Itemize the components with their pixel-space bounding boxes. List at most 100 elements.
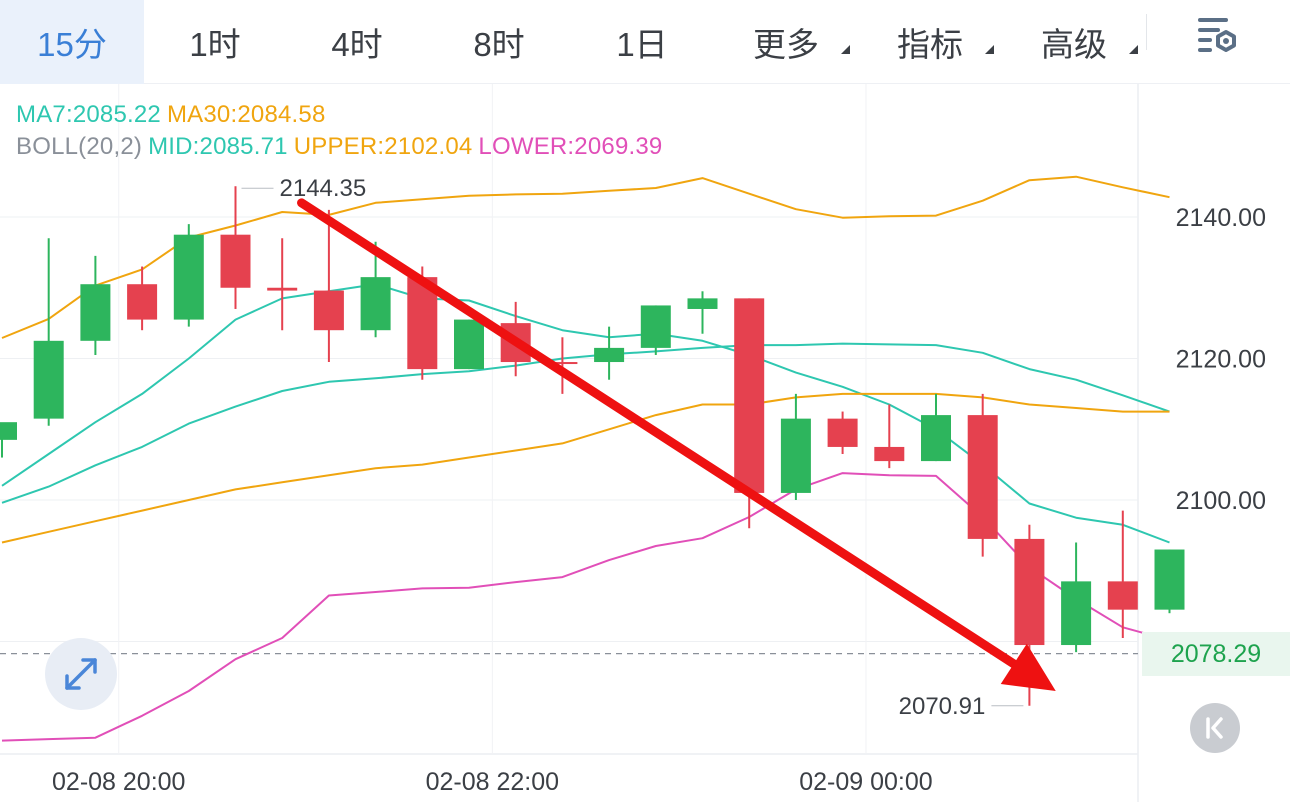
candle <box>173 224 204 327</box>
low-price-label: 2070.91 <box>899 693 986 720</box>
time-tick-label: 02-08 20:00 <box>52 768 185 796</box>
candle-body <box>640 305 671 348</box>
caret-down-icon <box>841 45 850 54</box>
candle <box>33 238 64 426</box>
candle <box>594 326 625 380</box>
chart-settings-icon <box>1198 18 1236 52</box>
candle <box>687 291 718 334</box>
boll-lower-legend: LOWER:2069.39 <box>478 133 663 160</box>
extreme-annotations: 2144.35 2070.91 <box>241 175 1024 720</box>
tab-advanced[interactable]: 高级 <box>1002 0 1146 84</box>
expand-diagonal-icon <box>65 658 97 690</box>
ma7-legend: MA7:2085.22 <box>16 101 161 128</box>
tab-label: 15分 <box>37 26 107 63</box>
tab-label: 8时 <box>473 26 525 63</box>
arrow-head <box>1000 643 1056 692</box>
candle <box>640 305 671 355</box>
candle <box>454 319 484 370</box>
candle-body <box>267 287 298 291</box>
candle-body <box>1154 549 1185 610</box>
ma30-line <box>1 392 1170 544</box>
candle <box>874 404 905 469</box>
tab-label: 更多 <box>753 26 819 63</box>
candle-body <box>173 234 204 320</box>
candle <box>267 238 298 331</box>
candle <box>1154 549 1185 614</box>
boll-legend: BOLL(20,2) MID:2085.71 UPPER:2102.04 LOWER:… <box>16 133 668 161</box>
candle-body <box>780 418 811 493</box>
tab-label: 4时 <box>331 26 383 63</box>
time-axis: 02-08 20:00 02-08 22:00 02-09 00:00 <box>52 768 933 796</box>
tab-4h[interactable]: 4时 <box>286 0 428 84</box>
scroll-to-latest-icon <box>1206 717 1223 739</box>
candle <box>313 209 344 363</box>
boll-params: BOLL(20,2) <box>16 133 143 160</box>
candle-body <box>360 277 391 331</box>
candle-body <box>967 415 998 539</box>
candle <box>360 241 391 338</box>
candle <box>547 337 578 394</box>
tab-8h[interactable]: 8时 <box>428 0 570 84</box>
boll-mid-legend: MID:2085.71 <box>148 133 288 160</box>
ma30-legend: MA30:2084.58 <box>166 101 326 128</box>
caret-down-icon <box>985 45 994 54</box>
price-tick-label: 2100.00 <box>1176 487 1266 515</box>
candle <box>127 266 158 331</box>
candle-body <box>874 446 905 462</box>
candle-body <box>547 362 578 365</box>
tab-label: 1时 <box>189 26 241 63</box>
price-tick-label: 2140.00 <box>1176 204 1266 232</box>
tab-1h[interactable]: 1时 <box>144 0 286 84</box>
scroll-to-latest-button[interactable] <box>1190 703 1240 753</box>
candle-body <box>0 422 17 440</box>
divider <box>1146 14 1147 50</box>
candle-body <box>80 284 111 341</box>
candle-body <box>687 298 718 309</box>
tab-1d[interactable]: 1日 <box>570 0 714 84</box>
timeframe-tab-bar: 15分 1时 4时 8时 1日 更多 指标 高级 <box>0 0 1290 84</box>
tab-15m[interactable]: 15分 <box>0 0 144 84</box>
tab-label: 高级 <box>1041 26 1107 63</box>
candle-body <box>734 298 765 493</box>
candle <box>921 393 951 462</box>
expand-chart-button[interactable] <box>45 638 117 710</box>
candle <box>734 298 765 529</box>
candle-body <box>1107 581 1138 610</box>
candle-body <box>1014 538 1045 646</box>
tab-label: 1日 <box>616 26 668 63</box>
candle-body <box>33 340 64 419</box>
price-tick-label: 2120.00 <box>1176 346 1266 374</box>
candle-body <box>827 418 858 447</box>
mid-line <box>1 342 1170 504</box>
ma-legend: MA7:2085.22 MA30:2084.58 <box>16 101 332 129</box>
candle <box>80 255 111 355</box>
time-tick-label: 02-09 00:00 <box>799 768 932 796</box>
candle <box>827 411 858 455</box>
candle <box>1061 542 1092 653</box>
candle <box>1014 524 1045 706</box>
candle <box>780 393 811 500</box>
candle <box>967 393 998 557</box>
candlestick-chart[interactable]: 2144.35 2070.91 2140.00 2120.00 2100.00 02-… <box>0 84 1290 802</box>
high-price-label: 2144.35 <box>280 175 367 202</box>
candle <box>1107 510 1138 638</box>
candle-body <box>1061 581 1092 646</box>
price-axis: 2140.00 2120.00 2100.00 <box>1176 204 1266 515</box>
candle-body <box>454 319 484 370</box>
caret-down-icon <box>1129 45 1138 54</box>
candle-body <box>313 290 344 331</box>
candle-body <box>220 234 251 288</box>
candle <box>0 422 17 458</box>
candle <box>220 186 251 309</box>
candles <box>0 186 1185 706</box>
tab-more[interactable]: 更多 <box>714 0 858 84</box>
time-tick-label: 02-08 22:00 <box>426 768 559 796</box>
candle-body <box>127 284 158 320</box>
trend-arrow <box>297 198 1056 692</box>
tab-label: 指标 <box>897 26 963 63</box>
current-price-tag: 2078.29 <box>1142 632 1290 676</box>
arrow-shaft <box>297 198 1019 669</box>
chart-settings-button[interactable] <box>1188 12 1246 64</box>
candle-body <box>921 415 951 462</box>
tab-indicators[interactable]: 指标 <box>858 0 1002 84</box>
